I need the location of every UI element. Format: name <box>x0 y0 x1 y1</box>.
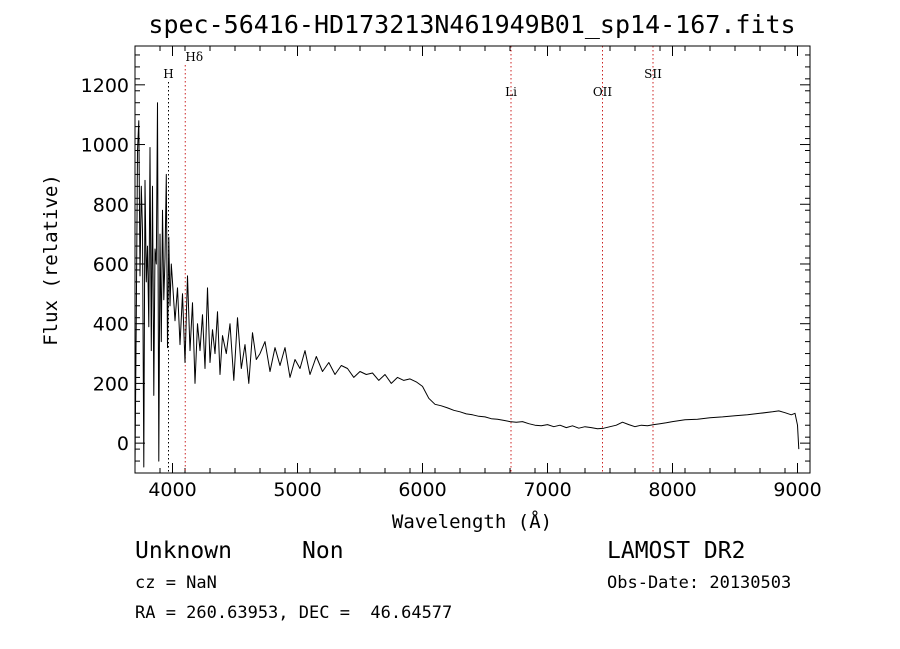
reference-line-label: Hδ <box>185 50 203 64</box>
x-tick-label: 5000 <box>273 479 321 501</box>
x-tick-label: 4000 <box>148 479 196 501</box>
reference-line-label: Li <box>505 85 517 99</box>
x-tick-label: 7000 <box>523 479 571 501</box>
x-tick-label: 8000 <box>648 479 696 501</box>
y-tick-label: 0 <box>117 433 129 455</box>
y-tick-label: 1000 <box>81 135 129 157</box>
reference-line-label: H <box>163 67 173 81</box>
y-tick-label: 200 <box>93 373 129 395</box>
y-tick-label: 800 <box>93 194 129 216</box>
y-tick-label: 600 <box>93 254 129 276</box>
y-axis-title: Flux (relative) <box>40 174 62 346</box>
spectrum-series-line <box>135 102 800 468</box>
ra-dec-coordinates: RA = 260.63953, DEC = 46.64577 <box>135 603 453 623</box>
redshift-cz: cz = NaN <box>135 573 217 593</box>
reference-line-label: SII <box>644 67 662 81</box>
survey-label: LAMOST DR2 <box>607 538 746 564</box>
object-class: Unknown <box>135 538 232 564</box>
plot-area: 4000 5000 6000 7000 8000 9000 0 200 400 600 800 100… <box>81 46 822 501</box>
x-tick-label: 6000 <box>398 479 446 501</box>
y-tick-label: 400 <box>93 314 129 336</box>
plot-frame <box>134 45 811 474</box>
y-tick-label: 1200 <box>81 75 129 97</box>
x-tick-label: 9000 <box>773 479 821 501</box>
observation-date: Obs-Date: 20130503 <box>607 573 792 593</box>
object-subclass: Non <box>302 538 344 564</box>
x-axis-title: Wavelength (Å) <box>392 510 552 533</box>
reference-line-label: OII <box>593 85 613 99</box>
chart-title: spec-56416-HD173213N461949B01_sp14-167.f… <box>148 10 795 39</box>
